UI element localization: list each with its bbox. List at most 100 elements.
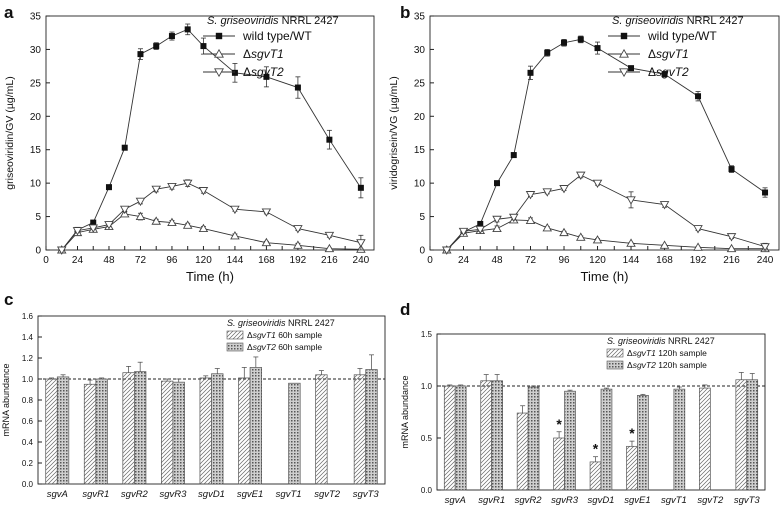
data-point	[184, 26, 191, 33]
y-tick-label: 5	[419, 212, 425, 223]
category-label: sgvT2	[697, 495, 724, 505]
plot-frame	[45, 15, 375, 251]
data-point	[261, 208, 272, 217]
bar	[735, 379, 748, 491]
x-tick-label: 24	[72, 255, 84, 266]
data-point	[168, 33, 175, 40]
legend-part: sgvT1	[656, 47, 689, 61]
x-tick-label: 0	[43, 255, 49, 266]
legend-title: S. griseoviridis NRRL 2427	[207, 15, 339, 27]
legend-strain: NRRL 2427	[288, 318, 335, 328]
data-point	[231, 69, 238, 76]
y-tick-label: 0.8	[22, 396, 34, 405]
data-point	[492, 223, 502, 233]
bar	[211, 373, 224, 485]
data-point	[525, 215, 536, 225]
data-point	[475, 225, 486, 235]
legend-part: Δ	[243, 65, 251, 79]
data-point	[104, 221, 114, 230]
data-point	[594, 45, 601, 52]
bar	[637, 395, 649, 491]
data-point	[525, 191, 536, 200]
category-label: sgvD1	[198, 489, 225, 500]
bar	[365, 369, 378, 485]
legend-marker	[214, 68, 224, 78]
legend-swatch	[606, 348, 624, 358]
y-axis-label: mRNA abundance	[1, 363, 11, 436]
x-tick-label: 24	[458, 255, 470, 266]
data-point	[105, 184, 112, 191]
legend-swatch	[226, 342, 244, 352]
y-tick-label: 0.4	[22, 438, 34, 447]
y-tick-label: 20	[414, 112, 426, 123]
y-tick-label: 0.6	[22, 417, 34, 426]
data-point	[693, 225, 703, 234]
category-label: sgvA	[47, 489, 68, 500]
legend-part: sgvT2	[656, 65, 689, 79]
legend-part: 60h sample	[276, 342, 323, 352]
legend-entry: ΔsgvT1	[243, 47, 284, 61]
legend-part: sgvT2	[633, 360, 656, 370]
legend-entry: ΔsgvT1 60h sample	[247, 330, 322, 340]
legend-marker	[215, 32, 223, 40]
bar	[491, 380, 503, 491]
data-point	[510, 152, 517, 159]
data-point	[477, 220, 484, 227]
data-point	[88, 224, 99, 233]
data-point	[137, 51, 144, 58]
legend-marker	[619, 48, 629, 58]
y-tick-label: 1.4	[22, 333, 34, 342]
category-label: sgvT3	[353, 489, 380, 500]
data-point	[230, 205, 240, 215]
legend-part: Δ	[648, 65, 656, 79]
legend-part: Δ	[247, 330, 253, 340]
data-point	[326, 136, 333, 143]
bar	[626, 445, 638, 491]
category-label: sgvR2	[515, 495, 543, 505]
legend-part: sgvT1	[253, 330, 276, 340]
y-tick-label: 0.0	[421, 486, 433, 495]
legend-swatch	[606, 360, 624, 370]
y-tick-label: 1.6	[22, 312, 34, 321]
data-point	[542, 188, 553, 197]
data-point	[72, 227, 83, 236]
data-point	[153, 43, 160, 50]
x-tick-label: 0	[427, 255, 433, 266]
legend-part: 120h sample	[656, 348, 707, 358]
x-tick-label: 144	[623, 255, 640, 266]
bar	[746, 379, 759, 491]
category-label: sgvD1	[588, 495, 615, 505]
bar	[45, 378, 58, 485]
category-label: sgvT2	[314, 489, 341, 500]
bar	[134, 371, 147, 485]
legend-species: S. griseoviridis	[607, 336, 668, 346]
x-tick-label: 192	[290, 255, 307, 266]
data-point	[135, 197, 146, 207]
data-point	[726, 243, 737, 253]
bar	[589, 461, 602, 491]
data-point	[575, 171, 586, 181]
y-tick-label: 35	[414, 12, 426, 23]
bar	[172, 381, 185, 485]
legend-marker	[214, 48, 224, 58]
data-point	[508, 213, 519, 223]
panel-label-b: b	[400, 3, 410, 22]
series-line	[446, 174, 766, 251]
panel-label-c: c	[4, 290, 13, 309]
data-point	[626, 238, 636, 247]
category-label: sgvR3	[159, 489, 187, 500]
legend-part: Δ	[243, 47, 251, 61]
data-point	[592, 179, 603, 189]
bar	[553, 437, 565, 491]
data-point	[661, 71, 668, 78]
significance-marker: *	[629, 425, 635, 441]
y-tick-label: 20	[30, 112, 42, 123]
data-point	[356, 239, 366, 248]
chart-d: 0.0 0.5 1.0 1.5 mRNA abundance sgvA sgvR1 sgvR2…	[400, 330, 766, 505]
y-tick-label: 35	[30, 12, 42, 23]
panel-label-a: a	[4, 3, 14, 22]
legend-species: S. griseoviridis	[227, 318, 288, 328]
data-point	[263, 73, 270, 80]
category-label: sgvR3	[551, 495, 579, 505]
legend-part: 60h sample	[276, 330, 323, 340]
